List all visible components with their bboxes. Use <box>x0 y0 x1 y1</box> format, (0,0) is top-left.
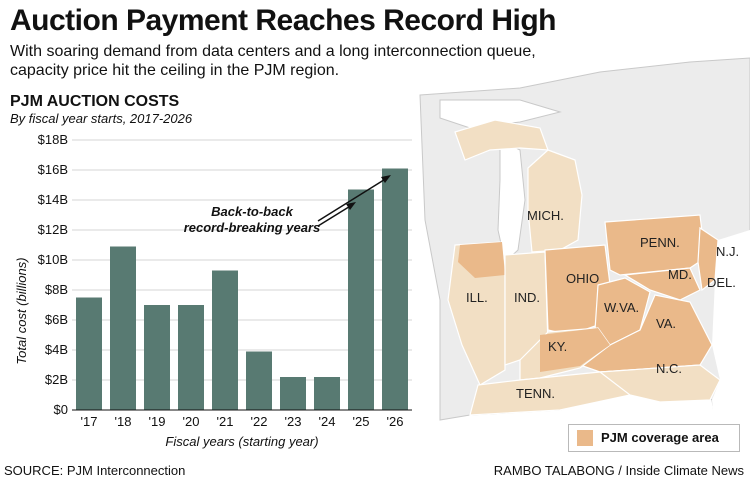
illinois-state <box>447 241 506 386</box>
bar <box>246 351 272 410</box>
state-label-va: VA. <box>656 316 676 331</box>
state-label-ohio: OHIO <box>566 271 599 286</box>
bar <box>280 377 306 410</box>
x-axis-label: Fiscal years (starting year) <box>165 434 318 449</box>
y-tick-label: $16B <box>38 162 68 177</box>
state-label-mich: MICH. <box>527 208 564 223</box>
annotation-line-1: Back-to-back <box>211 204 293 219</box>
annotation-arrowhead-1 <box>346 202 356 210</box>
y-tick-label: $2B <box>45 372 68 387</box>
legend-label: PJM coverage area <box>601 430 719 445</box>
x-tick-label: '22 <box>251 414 268 429</box>
x-tick-label: '20 <box>183 414 200 429</box>
bar <box>144 305 170 410</box>
chart-title: PJM AUCTION COSTS <box>10 93 180 110</box>
state-label-tenn: TENN. <box>516 386 555 401</box>
y-tick-label: $18B <box>38 132 68 147</box>
map-legend: PJM coverage area <box>568 424 740 452</box>
kentucky-pjm-area <box>540 328 610 372</box>
bars <box>76 168 408 410</box>
lake-superior-water <box>439 99 562 129</box>
y-tick-labels: $0 $2B $4B $6B $8B $10B $12B $14B $16B $18B <box>38 132 68 417</box>
bar <box>110 246 136 410</box>
x-tick-label: '25 <box>353 414 370 429</box>
legend-swatch <box>577 430 593 446</box>
annotation-arrowhead-2 <box>381 175 391 183</box>
bar-chart: $0$2B$4B$6B$8B$10B$12B$14B$16B$18B '17'1… <box>0 128 420 458</box>
x-tick-label: '18 <box>115 414 132 429</box>
michigan-upper-state <box>454 119 549 161</box>
maryland-state <box>623 267 701 301</box>
state-label-wva: W.VA. <box>604 300 639 315</box>
new-jersey-state <box>697 226 719 292</box>
state-label-ky: KY. <box>548 339 567 354</box>
y-tick-label: $0 <box>54 402 68 417</box>
x-tick-label: '19 <box>149 414 166 429</box>
bar <box>212 270 238 410</box>
bar <box>348 189 374 410</box>
annotation-line-2: record-breaking years <box>184 220 321 235</box>
state-label-ill: ILL. <box>466 290 488 305</box>
state-label-del: DEL. <box>707 275 736 290</box>
headline: Auction Payment Reaches Record High <box>10 4 556 37</box>
x-tick-label: '24 <box>319 414 336 429</box>
x-tick-label: '21 <box>217 414 234 429</box>
atlantic-ocean <box>712 230 750 482</box>
annotation-arrow-1 <box>317 204 353 227</box>
subheadline: With soaring demand from data centers an… <box>10 43 536 79</box>
north-carolina-state <box>598 364 721 403</box>
state-label-ind: IND. <box>514 290 540 305</box>
bar <box>314 377 340 410</box>
y-tick-label: $12B <box>38 222 68 237</box>
state-label-nj: N.J. <box>716 244 739 259</box>
michigan-lower-state <box>527 149 583 253</box>
bar <box>178 305 204 410</box>
chart-subtitle: By fiscal year starts, 2017-2026 <box>10 111 193 126</box>
y-tick-label: $10B <box>38 252 68 267</box>
bar <box>76 297 102 410</box>
state-label-penn: PENN. <box>640 235 680 250</box>
y-tick-label: $4B <box>45 342 68 357</box>
y-axis-label: Total cost (billions) <box>14 257 29 364</box>
y-tick-label: $14B <box>38 192 68 207</box>
annotation-arrow-2 <box>317 177 388 222</box>
state-label-md: MD. <box>668 267 692 282</box>
credit-note: RAMBO TALABONG / Inside Climate News <box>493 463 744 478</box>
y-tick-label: $6B <box>45 312 68 327</box>
bar <box>382 168 408 410</box>
x-tick-label: '17 <box>81 414 98 429</box>
state-label-nc: N.C. <box>656 361 682 376</box>
x-tick-label: '26 <box>387 414 404 429</box>
x-tick-label: '23 <box>285 414 302 429</box>
source-note: SOURCE: PJM Interconnection <box>4 463 186 478</box>
y-tick-label: $8B <box>45 282 68 297</box>
x-tick-labels: '17 '18 '19 '20 '21 '22 '23 '24 '25 '26 <box>81 414 404 429</box>
illinois-pjm-area <box>458 242 505 278</box>
